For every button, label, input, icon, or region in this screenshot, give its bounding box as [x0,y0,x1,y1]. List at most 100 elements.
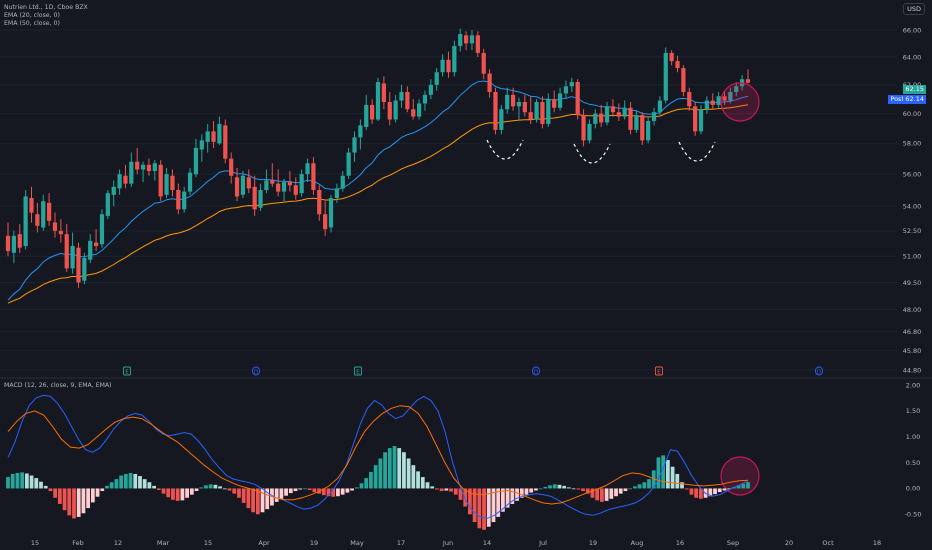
candle-body [734,86,739,92]
macd-histogram-bar [222,488,227,490]
legend-ema50[interactable]: EMA (50, close, 0) [4,20,60,27]
macd-histogram-bar [156,488,161,490]
candle-body [651,112,657,121]
time-tick-label: 14 [483,539,491,547]
candle [129,152,134,187]
candle [728,87,733,104]
legend-macd[interactable]: MACD (12, 26, close, 9, EMA, EMA) [4,382,112,389]
candle-body [434,72,439,85]
candle [46,193,52,226]
candle [381,76,386,110]
candle [287,171,293,192]
event-marker[interactable]: D [815,366,823,376]
price-tick-label: 54.00 [903,202,922,210]
candle [199,134,204,162]
candle-body [5,235,11,252]
candle-body [370,104,375,120]
candle-body [505,94,510,110]
macd-histogram-bar [218,486,222,489]
macd-histogram-bar [288,488,293,494]
macd-histogram-bar [194,488,199,492]
macd-histogram-bar [378,458,383,489]
candle [82,252,87,285]
macd-histogram-bar [307,488,312,490]
macd-histogram-bar [618,488,623,494]
candle [516,97,522,120]
candle-body [540,102,545,124]
candle [622,100,627,120]
macd-histogram-bar [274,488,279,502]
candle-body [422,94,428,104]
signal-line [7,405,749,505]
macd-histogram-bar [453,488,458,495]
price-tick-label: 60.00 [903,110,922,118]
candle [599,104,604,127]
candle [270,163,275,187]
candle-body [88,240,93,260]
candle-body [346,152,351,176]
candle [352,131,357,162]
macd-histogram-bar [255,488,260,515]
macd-histogram-bar [510,488,515,504]
price-tick-label: 49.50 [903,279,922,287]
macd-histogram-bar [435,488,439,490]
macd-histogram-bar [185,488,189,498]
candle [399,84,404,108]
macd-histogram-bar [29,475,34,489]
gridlines [0,29,932,379]
event-marker[interactable]: E [354,366,362,376]
highlight-circle-macd [720,456,760,496]
legend-symbol[interactable]: Nutrien Ltd., 1D, Cboe BZX [4,4,88,11]
candle-body [70,245,75,269]
candle [669,50,674,66]
candle [581,109,586,147]
candle-body [528,112,533,120]
candle-body [458,33,463,47]
time-tick-label: Sep [727,539,739,547]
candle [281,178,287,202]
candle [628,102,633,135]
candle-body [463,35,469,44]
macd-histogram-bar [689,488,694,495]
candle-body [557,93,563,108]
macd-histogram-bar [373,465,378,489]
macd-histogram-bar [354,487,359,489]
candle-body [728,91,733,101]
macd-histogram-bar [675,473,680,489]
candle [681,65,686,97]
event-marker[interactable]: E [655,366,663,376]
legend-ema20[interactable]: EMA (20, close, 0) [4,12,60,19]
candle [458,28,463,52]
macd-histogram-bar [406,458,411,489]
candle [264,169,269,194]
macd-pane [6,394,750,530]
candle [693,102,698,136]
event-marker[interactable]: E [123,366,131,376]
candle [217,116,222,145]
event-marker[interactable]: D [252,366,260,376]
macd-histogram-bar [260,488,265,513]
candle-body [158,164,163,197]
highlight-circle [720,82,760,122]
candle [152,160,157,181]
macd-histogram-bar [95,488,100,497]
macd-histogram-bar [81,488,86,514]
event-marker[interactable]: D [532,366,540,376]
candle-body [170,175,175,190]
macd-line [7,394,749,519]
macd-histogram-bar [637,484,642,489]
time-axis[interactable]: 15 Feb 12 Mar 15 Apr 19 May 17 Jun 14 Jul 19 Aug 16 Sep… [31,539,881,547]
macd-axis[interactable]: 2.00 1.50 1.00 0.50 0.00 -0.50 [905,381,922,518]
candle [422,90,428,111]
candle [223,119,228,164]
candle [405,86,410,113]
price-tick-label: 44.80 [903,366,922,374]
price-axis[interactable]: 66.0064.0062.0060.0058.0056.0054.0052.50… [903,26,922,374]
macd-histogram-bar [411,465,416,489]
macd-histogram-bar [67,488,72,516]
candle-body [105,193,110,216]
candle-body [405,91,410,110]
currency-badge[interactable]: USD [903,3,925,15]
